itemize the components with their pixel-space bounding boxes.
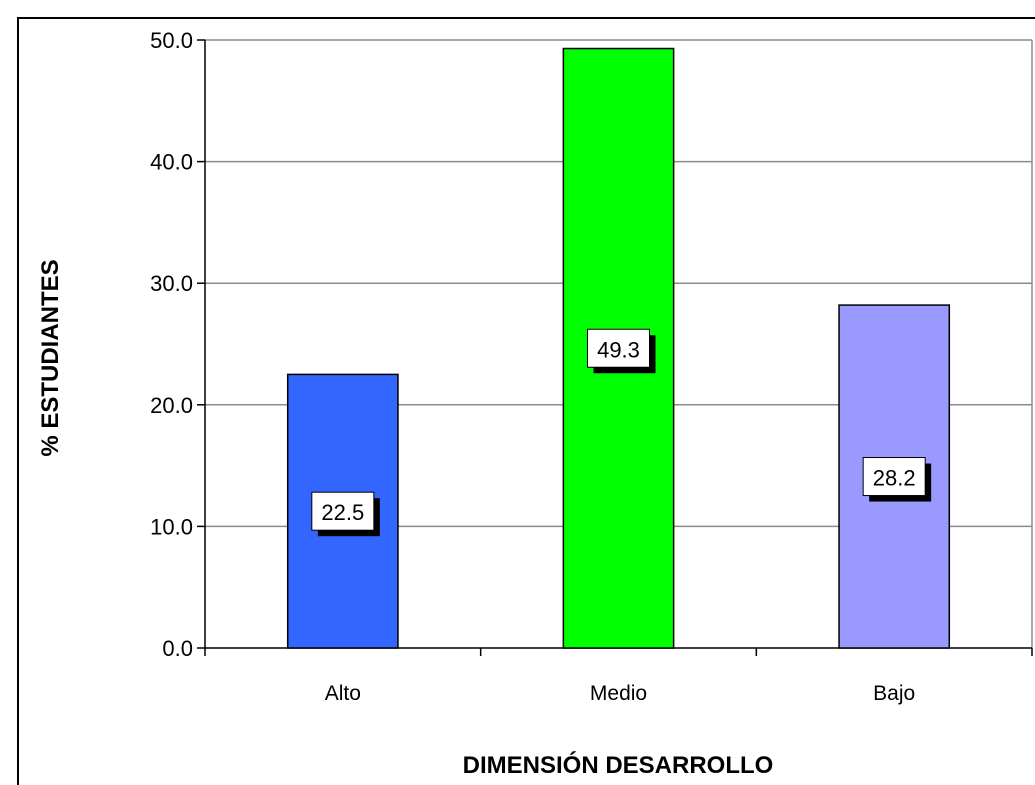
data-label: 22.5 bbox=[321, 500, 364, 525]
data-label-box bbox=[311, 491, 375, 531]
x-category-label: Alto bbox=[325, 682, 361, 705]
y-axis-ticks: 0.0 10.0 20.0 30.0 40.0 50.0 bbox=[150, 28, 205, 661]
y-tick-label: 20.0 bbox=[150, 393, 193, 418]
data-labels: 22.5 49.3 28.2 bbox=[311, 328, 932, 537]
data-label-box bbox=[862, 457, 926, 497]
x-axis-title: DIMENSIÓN DESARROLLO bbox=[463, 751, 774, 779]
x-category-label: Bajo bbox=[873, 682, 915, 705]
chart-frame bbox=[17, 17, 1035, 785]
x-category-label: Medio bbox=[590, 682, 647, 705]
y-tick-label: 0.0 bbox=[162, 636, 193, 661]
y-tick-label: 40.0 bbox=[150, 150, 193, 175]
y-tick-label: 50.0 bbox=[150, 28, 193, 53]
y-tick-label: 10.0 bbox=[150, 514, 193, 539]
y-axis-title: % ESTUDIANTES bbox=[37, 259, 64, 456]
x-axis-categories: Alto Medio Bajo bbox=[325, 682, 915, 705]
data-label: 49.3 bbox=[597, 337, 640, 362]
data-label: 28.2 bbox=[873, 466, 916, 491]
y-tick-label: 30.0 bbox=[150, 271, 193, 296]
data-label-box bbox=[587, 328, 650, 368]
